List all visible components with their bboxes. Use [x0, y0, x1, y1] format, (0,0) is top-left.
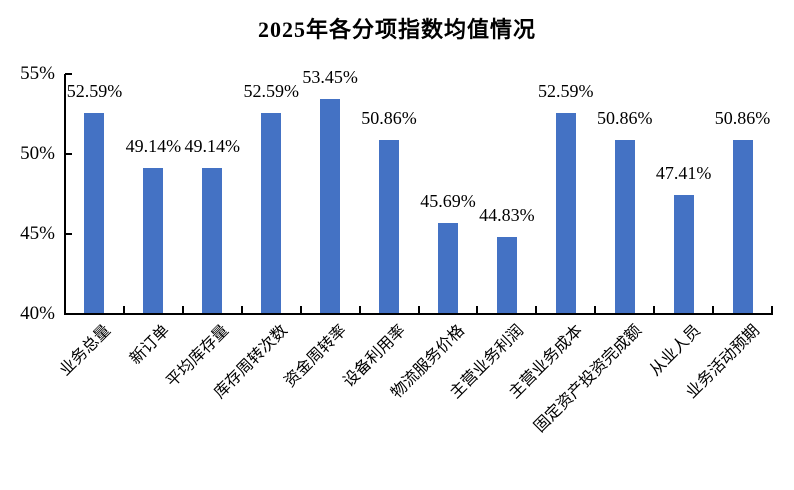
bar-value-label: 50.86% [361, 108, 417, 129]
bar-value-label: 49.14% [184, 135, 241, 156]
bar-value-label: 49.14% [125, 135, 182, 156]
bar-value-label: 50.86% [596, 108, 653, 129]
x-category-label: 固定资产投资完成额 [530, 322, 645, 436]
chart-title: 2025年各分项指数均值情况 [257, 17, 536, 42]
bar-value-label: 50.86% [714, 108, 771, 129]
bar [202, 167, 223, 313]
bar [496, 236, 517, 313]
bar-value-label: 47.41% [655, 163, 712, 184]
bar [320, 98, 341, 313]
bar-value-label: 52.59% [243, 80, 299, 101]
bar-value-label: 52.59% [66, 80, 123, 101]
x-tick [594, 306, 597, 314]
bar [614, 140, 635, 313]
x-tick [122, 306, 125, 314]
y-tick [65, 73, 72, 75]
bar-value-label: 53.45% [302, 66, 358, 87]
x-category-label: 业务总量 [57, 322, 115, 380]
x-tick [181, 306, 184, 314]
x-category-label: 从业人员 [646, 322, 704, 380]
x-tick [240, 306, 243, 314]
x-category-label: 资金周转率 [281, 322, 351, 391]
x-tick [771, 306, 773, 314]
bar [732, 140, 753, 313]
y-tick-label: 55% [20, 63, 55, 84]
y-tick [65, 153, 72, 155]
x-tick [535, 306, 538, 314]
y-tick-label: 40% [20, 303, 55, 324]
x-tick [653, 306, 656, 314]
bar [143, 167, 164, 313]
bar-value-label: 52.59% [538, 80, 594, 101]
bar [261, 112, 282, 313]
bar [437, 222, 458, 313]
bar-value-label: 44.83% [479, 204, 535, 225]
bar [673, 195, 694, 313]
x-tick [417, 306, 420, 314]
x-category-label: 新订单 [127, 322, 174, 368]
bar [555, 112, 576, 313]
x-axis-line [64, 313, 773, 315]
bar [84, 112, 105, 313]
bar-value-label: 45.69% [420, 190, 476, 211]
y-tick-label: 50% [20, 143, 55, 164]
bar [379, 140, 400, 313]
x-tick [476, 306, 479, 314]
y-tick [65, 233, 72, 235]
x-tick [358, 306, 361, 314]
x-tick [712, 306, 715, 314]
x-tick [299, 306, 302, 314]
y-axis-line [64, 74, 66, 315]
y-tick-label: 45% [20, 223, 55, 244]
